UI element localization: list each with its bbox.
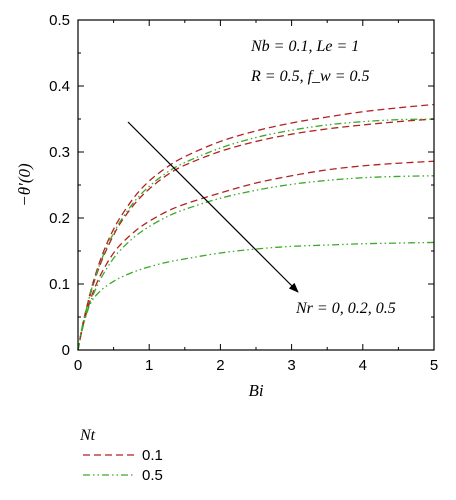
- y-tick-label-0: 0: [62, 342, 70, 359]
- x-tick-label-3: 3: [287, 357, 295, 374]
- legend-label-nt-0-1: 0.1: [142, 447, 163, 464]
- legend-label-nt-0-5: 0.5: [142, 467, 163, 484]
- y-axis-label: −θ′(0): [15, 163, 34, 207]
- x-tick-label-4: 4: [359, 357, 367, 374]
- series-line-nt-0-1-nr-0-2: [77, 118, 435, 351]
- series-layer: [77, 103, 435, 351]
- y-tick-label-0-4: 0.4: [49, 78, 70, 95]
- y-tick-label-0-1: 0.1: [49, 276, 70, 293]
- y-tick-label-0-5: 0.5: [49, 12, 70, 29]
- tick-layer: 0 1 2 3 4 5 0 0.1 0.2 0.3 0.4 0.5: [49, 12, 438, 374]
- legend-title: Nt: [79, 427, 96, 444]
- params-line1: Nb = 0.1, Le = 1: [250, 38, 359, 55]
- x-tick-label-1: 1: [145, 357, 153, 374]
- x-tick-label-5: 5: [430, 357, 438, 374]
- trend-arrow: [127, 121, 299, 293]
- x-tick-label-0: 0: [74, 357, 82, 374]
- arrow-label: Nr = 0, 0.2, 0.5: [295, 300, 396, 317]
- series-line-nt-0-5-nr-0: [77, 118, 435, 351]
- series-line-nt-0-5-nr-0-5: [77, 241, 435, 351]
- y-tick-label-0-2: 0.2: [49, 210, 70, 227]
- series-line-nt-0-1-nr-0: [77, 103, 435, 351]
- x-tick-label-2: 2: [216, 357, 224, 374]
- params-line2: R = 0.5, f_w = 0.5: [250, 68, 369, 85]
- series-line-nt-0-1-nr-0-5: [77, 160, 435, 351]
- x-axis-label: Bi: [248, 381, 263, 400]
- y-tick-label-0-3: 0.3: [49, 144, 70, 161]
- legend: Nt 0.1 0.5: [79, 427, 163, 484]
